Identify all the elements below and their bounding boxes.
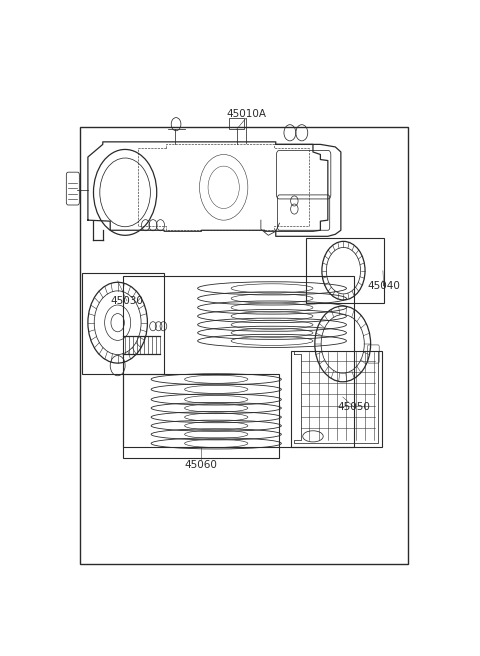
Bar [123,276,354,447]
Text: 45010A: 45010A [226,109,266,119]
Text: 45050: 45050 [337,402,370,412]
Text: 45060: 45060 [185,460,218,470]
Bar [123,374,279,458]
Bar [83,273,164,374]
Bar [290,352,382,447]
Bar [305,238,384,304]
Text: 45030: 45030 [110,296,144,306]
Bar [229,118,244,129]
Bar [81,127,408,564]
Text: 45040: 45040 [367,281,400,291]
